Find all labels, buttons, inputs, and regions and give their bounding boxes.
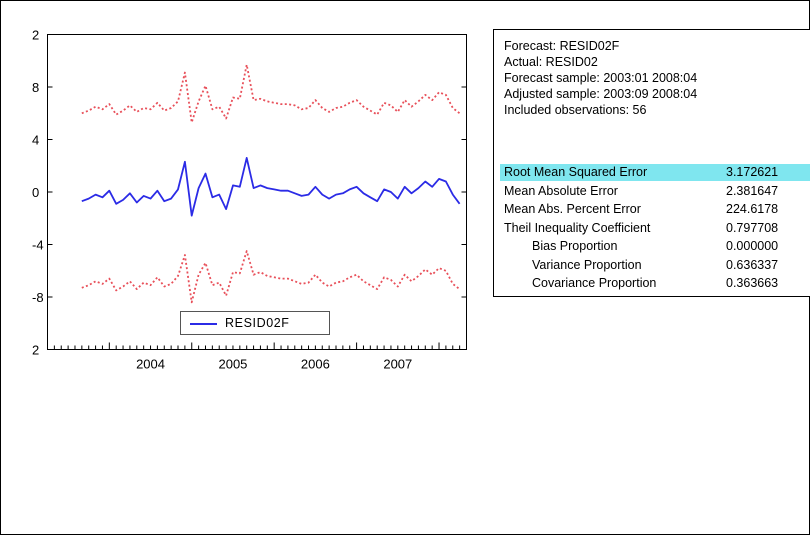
stat-label: Bias Proportion (532, 239, 618, 253)
y-tick-label: 2 (32, 343, 39, 358)
stat-label: Mean Abs. Percent Error (504, 202, 641, 216)
y-axis: 2 8 4 0 -4 -8 2 (32, 28, 467, 358)
stat-row: Mean Abs. Percent Error 224.6178 (500, 201, 810, 218)
stat-label: Mean Absolute Error (504, 183, 618, 198)
forecast-info-line: Actual: RESID02 (504, 55, 598, 69)
forecast-info-line: Adjusted sample: 2003:09 2008:04 (504, 87, 698, 101)
stat-label: Variance Proportion (532, 257, 642, 272)
stat-value: 0.000000 (726, 239, 779, 253)
stat-row: Mean Absolute Error 2.381647 (500, 183, 810, 200)
x-tick-label: 2004 (136, 357, 165, 372)
stat-row: Covariance Proportion 0.363663 (500, 275, 810, 292)
y-tick-label: 0 (32, 185, 39, 200)
stat-value: 0.363663 (726, 276, 779, 290)
y-tick-label: 8 (32, 80, 39, 95)
y-tick-label: 2 (32, 28, 39, 43)
stat-row: Root Mean Squared Error 3.172621 (500, 164, 810, 181)
x-tick-label: 2005 (218, 357, 247, 372)
x-axis: 2004 2005 2006 2007 (47, 342, 467, 372)
upper-band-line (81, 63, 461, 124)
legend-swatch-resid02f (190, 323, 217, 325)
forecast-statistics-panel: Forecast: RESID02F Actual: RESID02 Forecas… (493, 29, 810, 297)
stat-row: Variance Proportion 0.636337 (500, 257, 810, 274)
stat-value: 2.381647 (726, 183, 779, 198)
chart-legend: RESID02F (180, 311, 330, 335)
stat-value: 0.797708 (726, 220, 779, 235)
stat-row: Theil Inequality Coefficient 0.797708 (500, 220, 810, 237)
stat-label: Covariance Proportion (532, 276, 657, 290)
stat-label: Theil Inequality Coefficient (504, 220, 651, 235)
series-line-resid02f (81, 156, 461, 217)
stat-value: 3.172621 (726, 165, 779, 179)
forecast-info-line: Forecast: RESID02F (504, 39, 620, 53)
y-tick-label: -8 (32, 290, 44, 305)
stat-value: 224.6178 (726, 202, 779, 216)
series-layer (81, 63, 461, 304)
stat-label: Root Mean Squared Error (504, 165, 648, 179)
y-tick-label: -4 (32, 238, 44, 253)
stat-value: 0.636337 (726, 257, 779, 272)
lower-band-line (81, 250, 461, 304)
stat-row: Bias Proportion 0.000000 (500, 238, 810, 255)
forecast-info-line: Forecast sample: 2003:01 2008:04 (504, 71, 698, 85)
x-tick-label: 2007 (383, 357, 412, 372)
legend-label-resid02f: RESID02F (225, 316, 290, 330)
x-tick-label: 2006 (301, 357, 330, 372)
y-tick-label: 4 (32, 133, 39, 148)
forecast-info-line: Included observations: 56 (504, 103, 647, 117)
